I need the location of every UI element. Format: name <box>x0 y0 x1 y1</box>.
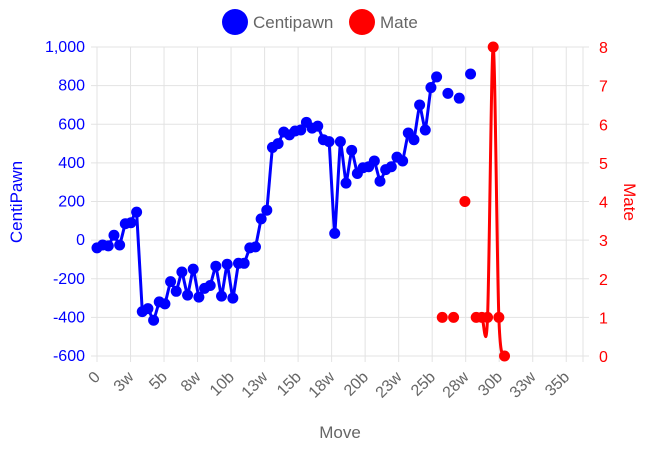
data-point-centipawn[interactable] <box>397 155 409 167</box>
left-tick-label: -400 <box>53 309 85 326</box>
data-point-centipawn[interactable] <box>204 280 216 292</box>
x-tick-label: 5b <box>146 369 171 394</box>
data-point-centipawn[interactable] <box>187 263 199 275</box>
data-point-centipawn[interactable] <box>210 260 222 272</box>
data-point-centipawn[interactable] <box>193 291 205 303</box>
data-point-centipawn[interactable] <box>431 71 443 83</box>
data-point-centipawn[interactable] <box>108 229 120 241</box>
data-point-centipawn[interactable] <box>216 290 228 302</box>
data-point-mate[interactable] <box>493 311 505 323</box>
data-point-centipawn[interactable] <box>114 239 126 251</box>
left-tick-label: -600 <box>53 348 85 365</box>
data-point-mate[interactable] <box>482 311 494 323</box>
left-axis-title: CentiPawn <box>7 161 26 243</box>
x-axis-ticks: 0 3w 5b 8w 10b 13w 15b 18w 20b 23w 25b 28w 30b 33w 35b <box>86 368 574 401</box>
data-point-mate[interactable] <box>436 311 448 323</box>
data-point-centipawn[interactable] <box>182 289 194 301</box>
right-tick-label: 0 <box>599 349 608 366</box>
data-point-centipawn[interactable] <box>385 161 397 173</box>
right-tick-label: 5 <box>599 156 608 173</box>
right-tick-label: 4 <box>599 195 608 212</box>
data-point-centipawn[interactable] <box>227 292 239 304</box>
data-point-centipawn[interactable] <box>374 175 386 187</box>
data-point-centipawn[interactable] <box>442 87 454 99</box>
data-point-centipawn[interactable] <box>170 285 182 297</box>
data-point-centipawn[interactable] <box>425 82 437 94</box>
right-tick-label: 1 <box>599 310 608 327</box>
right-tick-label: 7 <box>599 79 608 96</box>
right-tick-label: 6 <box>599 117 608 134</box>
data-point-centipawn[interactable] <box>255 213 267 225</box>
data-point-centipawn[interactable] <box>465 68 477 80</box>
x-tick-label: 33w <box>507 368 540 401</box>
left-tick-label: 800 <box>58 78 85 95</box>
data-point-centipawn[interactable] <box>340 177 352 189</box>
legend-label-centipawn: Centipawn <box>253 13 333 32</box>
right-axis-title: Mate <box>620 183 639 221</box>
data-point-mate[interactable] <box>499 350 511 362</box>
data-point-centipawn[interactable] <box>165 276 177 288</box>
left-tick-label: 0 <box>76 232 85 249</box>
x-tick-label: 8w <box>178 368 205 395</box>
x-axis-title: Move <box>319 423 361 442</box>
x-tick-label: 30b <box>475 369 506 400</box>
series-line-centipawn <box>96 76 438 322</box>
data-point-centipawn[interactable] <box>142 303 154 315</box>
data-point-mate[interactable] <box>459 196 471 207</box>
data-point-centipawn[interactable] <box>125 217 137 229</box>
data-point-centipawn[interactable] <box>148 314 160 326</box>
data-point-centipawn[interactable] <box>414 99 426 111</box>
right-tick-label: 8 <box>599 40 608 57</box>
data-point-centipawn[interactable] <box>221 258 233 270</box>
legend-marker-centipawn <box>222 9 248 35</box>
x-tick-label: 10b <box>207 369 238 400</box>
data-point-centipawn[interactable] <box>408 134 420 146</box>
data-point-centipawn[interactable] <box>453 92 465 104</box>
data-point-centipawn[interactable] <box>312 120 324 132</box>
right-tick-label: 2 <box>599 272 608 289</box>
legend-label-mate: Mate <box>380 13 418 32</box>
data-point-centipawn[interactable] <box>419 124 431 136</box>
legend-item-mate[interactable]: Mate <box>349 9 418 35</box>
data-point-centipawn[interactable] <box>329 227 341 239</box>
right-axis-ticks: 0 1 2 3 4 5 6 7 8 <box>583 40 608 366</box>
data-point-centipawn[interactable] <box>131 206 143 218</box>
data-point-centipawn[interactable] <box>102 240 114 252</box>
data-point-centipawn[interactable] <box>368 155 380 167</box>
x-tick-label: 0 <box>86 369 104 387</box>
x-tick-label: 18w <box>306 368 339 401</box>
data-point-centipawn[interactable] <box>334 136 346 148</box>
left-tick-label: 1,000 <box>45 39 85 56</box>
x-tick-label: 25b <box>408 369 439 400</box>
x-tick-label: 20b <box>341 369 372 400</box>
left-axis-ticks: -600 -400 -200 0 200 400 600 800 1,000 <box>45 39 85 365</box>
data-point-centipawn[interactable] <box>159 298 171 310</box>
series-layer <box>91 41 511 362</box>
data-point-centipawn[interactable] <box>238 257 250 269</box>
legend-marker-mate <box>349 9 375 35</box>
x-tick-label: 3w <box>111 368 138 395</box>
data-point-mate[interactable] <box>487 41 499 53</box>
x-tick-label: 23w <box>373 368 406 401</box>
data-point-centipawn[interactable] <box>176 266 188 278</box>
data-point-centipawn[interactable] <box>295 124 307 136</box>
legend-item-centipawn[interactable]: Centipawn <box>222 9 333 35</box>
x-tick-label: 13w <box>239 368 272 401</box>
left-tick-label: -200 <box>53 271 85 288</box>
data-point-centipawn[interactable] <box>249 241 261 253</box>
right-tick-label: 3 <box>599 233 608 250</box>
x-tick-label: 15b <box>274 369 305 400</box>
data-point-centipawn[interactable] <box>346 144 358 156</box>
legend[interactable]: Centipawn Mate <box>222 9 418 35</box>
left-tick-label: 600 <box>58 116 85 133</box>
data-point-centipawn[interactable] <box>261 204 273 216</box>
left-tick-label: 400 <box>58 155 85 172</box>
data-point-centipawn[interactable] <box>272 138 284 150</box>
data-point-centipawn[interactable] <box>323 136 335 148</box>
left-tick-label: 200 <box>58 194 85 211</box>
x-tick-label: 28w <box>440 368 473 401</box>
x-tick-label: 35b <box>542 369 573 400</box>
data-point-mate[interactable] <box>448 311 460 323</box>
